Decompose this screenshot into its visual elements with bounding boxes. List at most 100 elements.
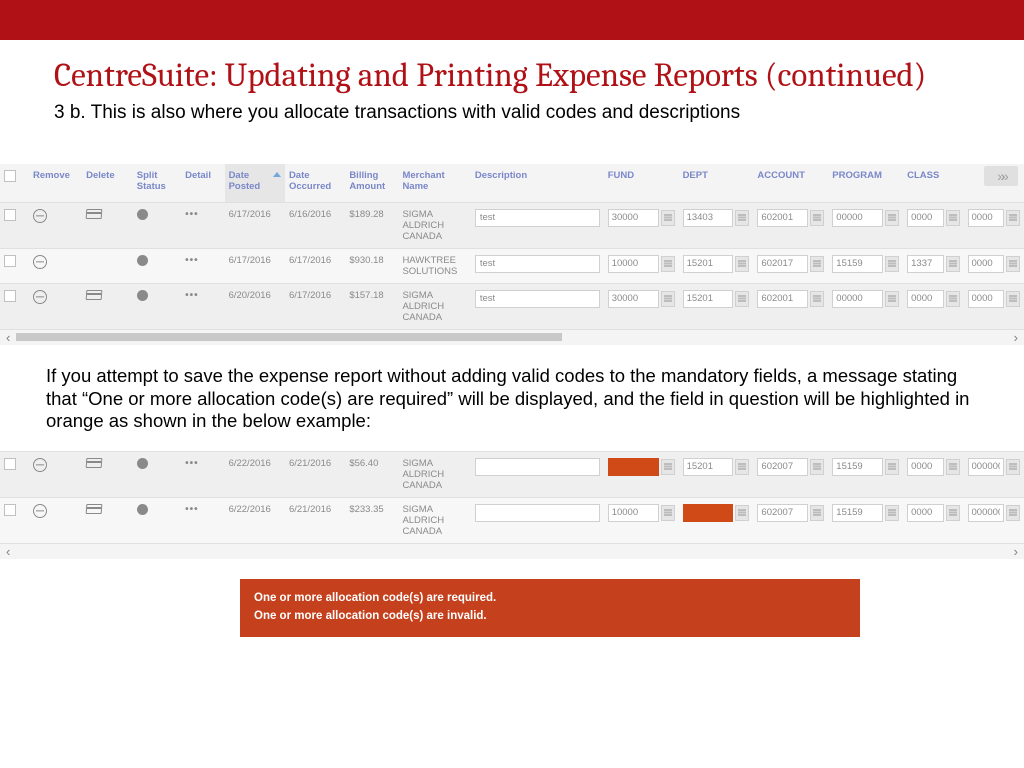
row-checkbox[interactable] [4,209,16,221]
lookup-icon[interactable] [885,459,899,475]
lookup-icon[interactable] [1006,505,1020,521]
remove-icon[interactable] [33,458,47,472]
lookup-icon[interactable] [946,210,960,226]
split-status-icon[interactable] [137,255,148,266]
code-input[interactable] [907,255,943,273]
split-status-icon[interactable] [137,290,148,301]
lookup-icon[interactable] [885,256,899,272]
detail-icon[interactable]: ••• [185,210,199,220]
scroll-right-icon[interactable]: › [1014,545,1018,558]
lookup-icon[interactable] [946,256,960,272]
split-status-icon[interactable] [137,504,148,515]
code-input[interactable] [757,504,808,522]
code-input[interactable] [757,458,808,476]
col-remove[interactable]: Remove [29,164,82,203]
lookup-icon[interactable] [810,256,824,272]
lookup-icon[interactable] [810,291,824,307]
code-input[interactable] [832,209,883,227]
card-icon[interactable] [86,290,103,300]
lookup-icon[interactable] [885,505,899,521]
code-input[interactable] [968,255,1004,273]
code-input[interactable] [907,458,943,476]
scroll-left-icon[interactable]: ‹ [6,331,10,344]
detail-icon[interactable]: ••• [185,291,199,301]
row-checkbox[interactable] [4,504,16,516]
code-input[interactable] [683,458,734,476]
col-account[interactable]: ACCOUNT [753,164,828,203]
lookup-icon[interactable] [946,505,960,521]
lookup-icon[interactable] [661,291,675,307]
col-date-occurred[interactable]: Date Occurred [285,164,345,203]
scroll-right-chevrons-icon[interactable]: »» [984,166,1018,186]
card-icon[interactable] [86,209,103,219]
row-checkbox[interactable] [4,458,16,470]
lookup-icon[interactable] [1006,256,1020,272]
code-input[interactable] [968,504,1004,522]
horizontal-scrollbar[interactable]: ‹ › [0,329,1024,345]
lookup-icon[interactable] [1006,210,1020,226]
detail-icon[interactable]: ••• [185,505,199,515]
code-input[interactable] [757,209,808,227]
code-input[interactable] [683,504,734,522]
lookup-icon[interactable] [735,459,749,475]
col-description[interactable]: Description [471,164,604,203]
description-input[interactable] [475,504,600,522]
horizontal-scrollbar-2[interactable]: ‹ › [0,543,1024,559]
code-input[interactable] [968,290,1004,308]
code-input[interactable] [608,255,659,273]
code-input[interactable] [608,290,659,308]
remove-icon[interactable] [33,209,47,223]
code-input[interactable] [832,290,883,308]
code-input[interactable] [608,209,659,227]
code-input[interactable] [832,458,883,476]
card-icon[interactable] [86,504,103,514]
description-input[interactable] [475,458,600,476]
remove-icon[interactable] [33,504,47,518]
code-input[interactable] [608,504,659,522]
code-input[interactable] [757,290,808,308]
lookup-icon[interactable] [661,459,675,475]
code-input[interactable] [832,255,883,273]
code-input[interactable] [832,504,883,522]
select-all-checkbox[interactable] [4,170,16,182]
col-delete[interactable]: Delete [82,164,133,203]
remove-icon[interactable] [33,290,47,304]
col-program[interactable]: PROGRAM [828,164,903,203]
code-input[interactable] [757,255,808,273]
code-input[interactable] [968,458,1004,476]
code-input[interactable] [683,209,734,227]
scrollbar-thumb[interactable] [16,333,561,341]
col-detail[interactable]: Detail [181,164,224,203]
lookup-icon[interactable] [1006,459,1020,475]
lookup-icon[interactable] [810,459,824,475]
lookup-icon[interactable] [661,256,675,272]
scroll-left-icon[interactable]: ‹ [6,545,10,558]
lookup-icon[interactable] [735,256,749,272]
col-amount[interactable]: Billing Amount [345,164,398,203]
row-checkbox[interactable] [4,290,16,302]
card-icon[interactable] [86,458,103,468]
lookup-icon[interactable] [810,210,824,226]
lookup-icon[interactable] [1006,291,1020,307]
code-input[interactable] [608,458,659,476]
col-dept[interactable]: DEPT [679,164,754,203]
description-input[interactable] [475,290,600,308]
code-input[interactable] [907,209,943,227]
col-split[interactable]: Split Status [133,164,181,203]
col-fund[interactable]: FUND [604,164,679,203]
detail-icon[interactable]: ••• [185,256,199,266]
detail-icon[interactable]: ••• [185,459,199,469]
code-input[interactable] [968,209,1004,227]
lookup-icon[interactable] [885,210,899,226]
lookup-icon[interactable] [885,291,899,307]
code-input[interactable] [683,255,734,273]
lookup-icon[interactable] [735,210,749,226]
code-input[interactable] [683,290,734,308]
description-input[interactable] [475,255,600,273]
col-date-posted[interactable]: Date Posted [225,164,285,203]
split-status-icon[interactable] [137,209,148,220]
scroll-right-icon[interactable]: › [1014,331,1018,344]
split-status-icon[interactable] [137,458,148,469]
remove-icon[interactable] [33,255,47,269]
description-input[interactable] [475,209,600,227]
